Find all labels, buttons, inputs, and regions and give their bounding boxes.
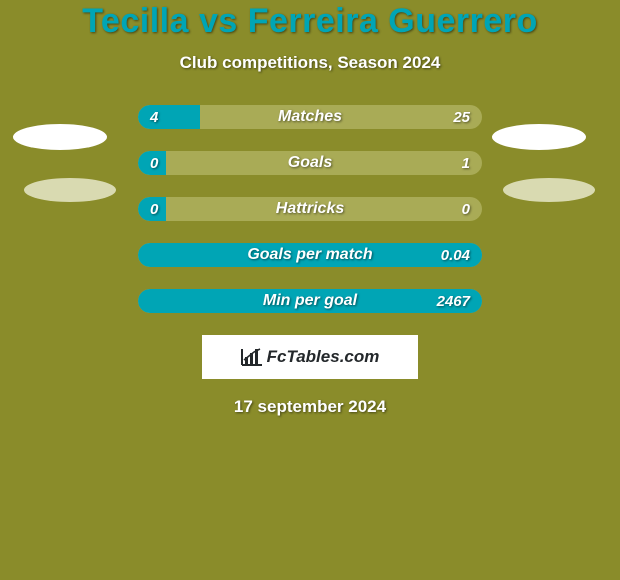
watermark: FcTables.com <box>202 335 418 379</box>
stat-row: 4 25 Matches <box>0 105 620 129</box>
stat-bar: 4 25 Matches <box>138 105 482 129</box>
stat-bar: 0 0 Hattricks <box>138 197 482 221</box>
stat-value-right: 0.04 <box>441 247 470 264</box>
stat-bar-fill-left <box>138 105 200 129</box>
stat-label: Goals <box>288 154 332 172</box>
stat-bar: 0 1 Goals <box>138 151 482 175</box>
stat-value-left: 0 <box>150 155 158 172</box>
stat-bar: 2467 Min per goal <box>138 289 482 313</box>
stat-value-right: 0 <box>462 201 470 218</box>
stat-label: Min per goal <box>263 292 357 310</box>
comparison-infographic: Tecilla vs Ferreira Guerrero Club compet… <box>0 0 620 580</box>
stat-row: 0.04 Goals per match <box>0 243 620 267</box>
stat-label: Hattricks <box>276 200 344 218</box>
bar-chart-icon <box>241 348 263 366</box>
stats-area: 4 25 Matches 0 1 Goals 0 0 Hattricks 0.04 Goals pe… <box>0 105 620 313</box>
watermark-text: FcTables.com <box>267 347 380 367</box>
stat-label: Goals per match <box>247 246 372 264</box>
stat-value-left: 4 <box>150 109 158 126</box>
stat-value-right: 25 <box>453 109 470 126</box>
stat-row: 0 0 Hattricks <box>0 197 620 221</box>
subtitle: Club competitions, Season 2024 <box>0 53 620 73</box>
stat-value-right: 2467 <box>437 293 470 310</box>
stat-value-left: 0 <box>150 201 158 218</box>
page-title: Tecilla vs Ferreira Guerrero <box>0 0 620 41</box>
stat-row: 0 1 Goals <box>0 151 620 175</box>
stat-row: 2467 Min per goal <box>0 289 620 313</box>
footer-date: 17 september 2024 <box>0 397 620 417</box>
stat-value-right: 1 <box>462 155 470 172</box>
stat-label: Matches <box>278 108 342 126</box>
stat-bar: 0.04 Goals per match <box>138 243 482 267</box>
